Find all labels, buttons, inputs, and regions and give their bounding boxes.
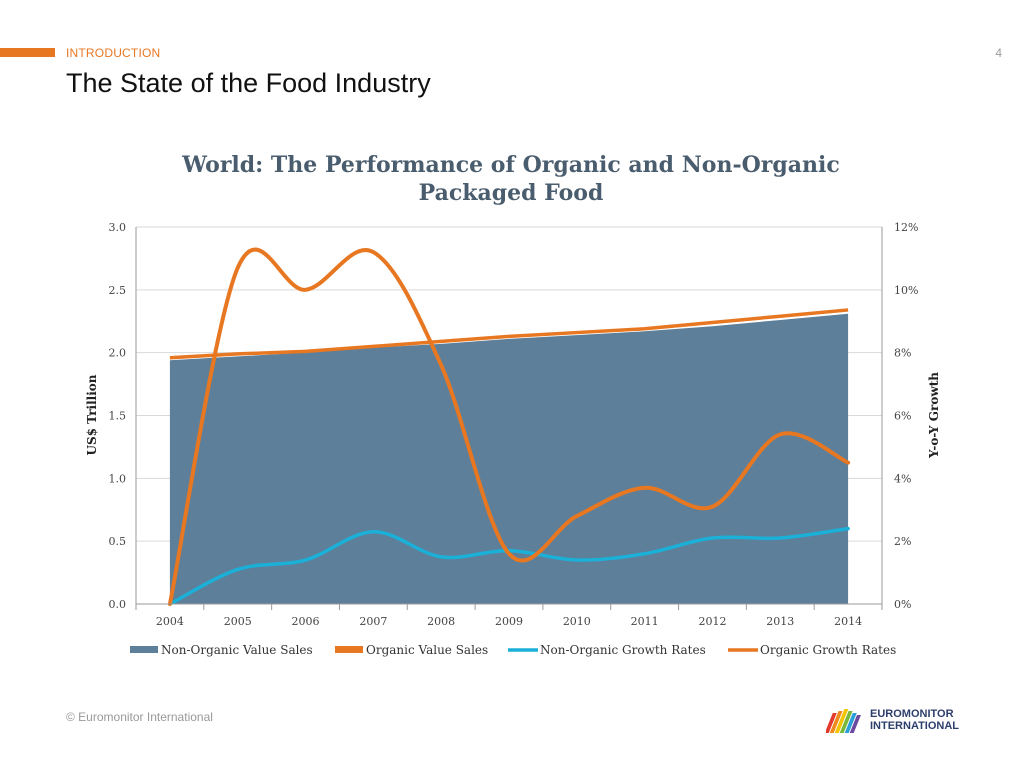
x-tick-label: 2004 — [156, 615, 184, 628]
logo-line1: EUROMONITOR — [870, 708, 954, 720]
axes: 0.0 0.5 1.0 1.5 2.0 2.5 3.0 0% 2% 4% 6% 8% 10% 12% 200… — [109, 221, 919, 628]
series-non-organic-growth-line — [168, 526, 850, 606]
logo-line2: INTERNATIONAL — [870, 720, 960, 732]
chart-title-line2: Packaged Food — [419, 180, 604, 206]
page-title: The State of the Food Industry — [66, 68, 431, 98]
series-organic-growth-line — [167, 247, 851, 606]
y2-tick-label: 6% — [894, 410, 911, 423]
y2-tick-label: 2% — [894, 535, 911, 548]
legend-swatch — [130, 646, 158, 653]
footer-copyright: © Euromonitor International — [66, 710, 213, 724]
section-label: INTRODUCTION — [66, 46, 161, 60]
legend-label: Non-Organic Growth Rates — [540, 643, 706, 657]
y-tick-label: 2.0 — [109, 347, 127, 360]
x-tick-label: 2010 — [563, 615, 591, 628]
x-tick-label: 2005 — [224, 615, 252, 628]
page-number: 4 — [995, 46, 1002, 60]
x-tick-label: 2007 — [359, 615, 387, 628]
legend: Non-Organic Value Sales Organic Value Sal… — [130, 643, 896, 657]
series-non-organic-value-area — [169, 313, 849, 604]
x-tick-label: 2009 — [495, 615, 523, 628]
y-tick-label: 0.5 — [109, 535, 127, 548]
plot-area — [167, 247, 851, 606]
y2-tick-label: 10% — [894, 284, 918, 297]
y2-tick-label: 4% — [894, 472, 911, 485]
series-organic-value-line — [169, 308, 849, 360]
chart: World: The Performance of Organic and No… — [85, 152, 941, 657]
y-tick-label: 1.5 — [109, 410, 127, 423]
y2-tick-label: 8% — [894, 347, 911, 360]
accent-bar — [0, 48, 55, 57]
logo-stripes-icon — [824, 709, 861, 733]
y-axis-label: US$ Trillion — [85, 374, 99, 455]
legend-swatch — [335, 646, 363, 653]
y-tick-label: 3.0 — [109, 221, 127, 234]
x-tick-label: 2011 — [631, 615, 659, 628]
y-tick-label: 2.5 — [109, 284, 127, 297]
y2-axis-label: Y-o-Y Growth — [927, 372, 941, 459]
y2-tick-label: 12% — [894, 221, 918, 234]
x-tick-label: 2013 — [766, 615, 794, 628]
x-tick-label: 2012 — [698, 615, 726, 628]
legend-label: Organic Growth Rates — [760, 643, 896, 657]
x-tick-label: 2008 — [427, 615, 455, 628]
y-tick-label: 1.0 — [109, 472, 127, 485]
y-tick-label: 0.0 — [109, 598, 127, 611]
legend-label: Non-Organic Value Sales — [161, 643, 313, 657]
x-tick-label: 2014 — [834, 615, 862, 628]
y2-tick-label: 0% — [894, 598, 911, 611]
chart-title-line1: World: The Performance of Organic and No… — [181, 152, 840, 178]
euromonitor-logo: EUROMONITOR INTERNATIONAL — [824, 705, 966, 737]
x-tick-label: 2006 — [292, 615, 320, 628]
legend-label: Organic Value Sales — [366, 643, 488, 657]
